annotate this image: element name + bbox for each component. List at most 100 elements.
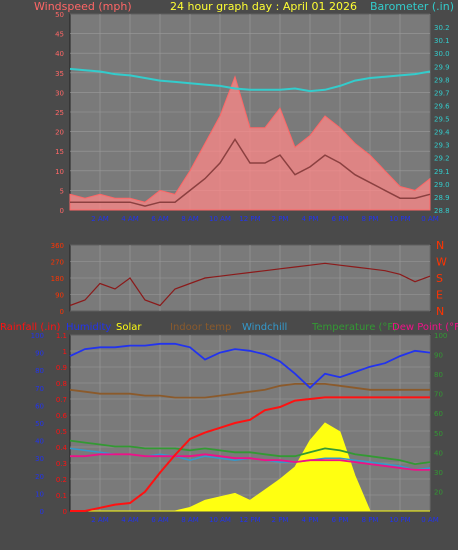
temp-tick-label: 90 [434, 352, 443, 360]
x-tick-label: 6 AM [151, 215, 169, 223]
rain-tick-label: 0.5 [56, 428, 67, 436]
humidity-tick-label: 80 [35, 367, 44, 375]
baro-right-ticks: 28.8 28.9 29.0 29.1 29.2 29.3 29.4 29.5 29.6 29.7… [434, 24, 450, 215]
rain-tick-label: 0.3 [56, 460, 67, 468]
rain-tick-label: 0.1 [56, 492, 67, 500]
rain-tick-label: 0 [63, 508, 67, 516]
x-tick-label: 10 PM [389, 516, 410, 524]
wind-tick-label: 25 [55, 109, 64, 117]
x-tick-label: 10 AM [209, 516, 231, 524]
x-tick-label: 8 PM [362, 215, 379, 223]
humidity-tick-label: 20 [35, 473, 44, 481]
wind-baro-series [69, 67, 431, 211]
humidity-left-ticks: 0 10 20 30 40 50 60 70 80 90 100 [31, 332, 44, 516]
indoor-temp-line [69, 382, 430, 399]
baro-tick-label: 29.1 [434, 168, 450, 176]
baro-tick-label: 29.9 [434, 63, 450, 71]
x-tick-label: 10 AM [209, 215, 231, 223]
x-tick-label: 4 PM [302, 215, 319, 223]
wind-tick-label: 0 [60, 207, 64, 215]
wind-gust-line [69, 75, 431, 211]
rain-tick-label: 1.1 [56, 332, 67, 340]
direction-series [69, 262, 431, 307]
temp-tick-label: 70 [434, 391, 443, 399]
humidity-tick-label: 0 [40, 508, 44, 516]
compass-label: N [436, 239, 444, 252]
baro-tick-label: 29.8 [434, 76, 450, 84]
x-tick-label: 8 AM [181, 215, 199, 223]
x-tick-label: 12 PM [239, 516, 260, 524]
wind-tick-label: 40 [55, 50, 64, 58]
wind-left-ticks: 0 5 10 15 20 25 30 35 40 45 50 [55, 11, 64, 215]
solar-label: Solar [116, 322, 142, 333]
wind-tick-label: 35 [55, 70, 64, 78]
baro-tick-label: 28.9 [434, 194, 450, 202]
baro-tick-label: 29.7 [434, 89, 450, 97]
wind-tick-label: 50 [55, 11, 64, 19]
x-tick-label: 4 AM [121, 516, 139, 524]
baro-tick-label: 29.2 [434, 155, 450, 163]
x-tick-label: 2 AM [91, 516, 109, 524]
wind-tick-label: 10 [55, 168, 64, 176]
x-tick-label: 4 AM [121, 215, 139, 223]
compass-label: E [436, 289, 443, 302]
solar-area [70, 422, 430, 512]
x-tick-label: 4 PM [302, 516, 319, 524]
x-tick-label: 0 AM [421, 215, 439, 223]
wind-tick-label: 45 [55, 31, 64, 39]
humidity-tick-label: 100 [31, 332, 44, 340]
x-tick-label: 2 PM [272, 215, 289, 223]
direction-tick-label: 90 [55, 292, 64, 300]
rain-tick-label: 0.2 [56, 476, 67, 484]
rain-tick-label: 1 [63, 348, 67, 356]
baro-axis-label: Barometer (.in) [370, 0, 454, 13]
rain-tick-label: 0.9 [56, 364, 67, 372]
wind-tick-label: 15 [55, 148, 64, 156]
wind-direction-line [69, 262, 431, 307]
x-tick-label: 8 PM [362, 516, 379, 524]
baro-tick-label: 30.2 [434, 24, 450, 32]
direction-tick-label: 180 [51, 275, 64, 283]
humidity-tick-label: 10 [35, 490, 44, 498]
temp-tick-label: 100 [434, 332, 447, 340]
wind-tick-label: 30 [55, 89, 64, 97]
x-tick-label: 12 PM [239, 215, 260, 223]
x-tick-label: 6 AM [151, 516, 169, 524]
temperature-label: Temperature (°F) [311, 322, 397, 333]
humidity-tick-label: 50 [35, 420, 44, 428]
temperature-line [69, 439, 431, 466]
temp-tick-label: 20 [434, 488, 443, 496]
windchill-label: Windchill [242, 322, 287, 333]
temp-tick-label: 50 [434, 430, 443, 438]
temp-hum-series [69, 342, 431, 512]
x-tick-label: 0 AM [421, 516, 439, 524]
dewpoint-label: Dew Point (°F) [392, 322, 458, 333]
direction-tick-label: 360 [51, 242, 64, 250]
temp-tick-label: 80 [434, 371, 443, 379]
humidity-tick-label: 60 [35, 402, 44, 410]
x-tick-label: 8 AM [181, 516, 199, 524]
rainfall-line [70, 396, 430, 512]
dewpoint-line [70, 453, 430, 471]
wind-axis-label: Windspeed (mph) [34, 0, 132, 13]
temp-right-ticks: 20 30 40 50 60 70 80 90 100 [434, 332, 447, 496]
humidity-tick-label: 70 [35, 385, 44, 393]
chart-title: 24 hour graph day : April 01 2026 [170, 0, 357, 13]
rain-left-ticks: 0 0.1 0.2 0.3 0.4 0.5 0.6 0.7 0.8 0.9 1 1.1 [56, 332, 68, 516]
direction-left-ticks: 0 90 180 270 360 [51, 242, 64, 316]
x-tick-label: 10 PM [389, 215, 410, 223]
wind-x-ticks: 2 AM 4 AM 6 AM 8 AM 10 AM 12 PM 2 PM 4 PM 6 PM 8 … [91, 215, 439, 223]
rain-tick-label: 0.6 [56, 412, 68, 420]
x-tick-label: 6 PM [332, 516, 349, 524]
direction-tick-label: 270 [51, 259, 64, 267]
temp-tick-label: 60 [434, 410, 443, 418]
rain-tick-label: 0.4 [56, 444, 68, 452]
baro-tick-label: 29.0 [434, 181, 450, 189]
humidity-tick-label: 90 [35, 350, 44, 358]
temp-tick-label: 30 [434, 469, 443, 477]
rain-tick-label: 0.7 [56, 396, 67, 404]
indoor-label: Indoor temp [170, 322, 231, 333]
